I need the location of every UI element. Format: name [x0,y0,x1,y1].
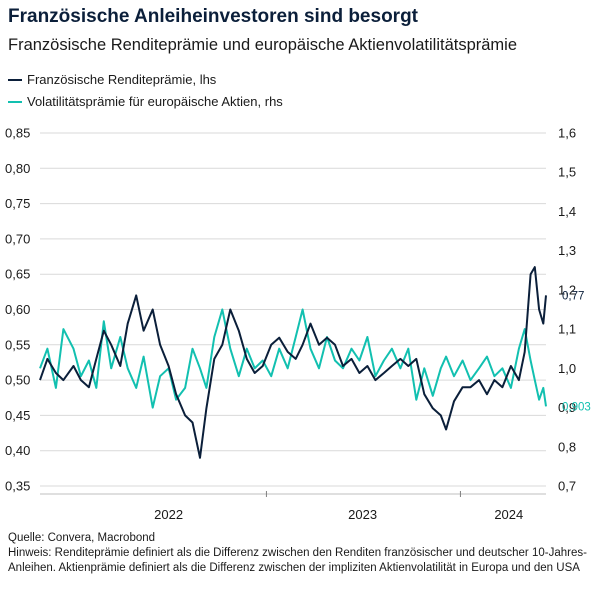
y-left-tick-label: 0,35 [5,479,30,494]
chart-title: Französische Anleiheinvestoren sind beso… [8,6,419,27]
series-line-spread [39,266,547,459]
legend-label-spread: Französische Renditeprämie, lhs [27,72,217,87]
series-line-volatility [39,308,547,409]
legend-swatch-volatility [8,100,22,103]
y-left-tick-label: 0,45 [5,408,30,423]
y-left-tick-label: 0,55 [5,337,30,352]
y-right-tick-label: 1,3 [558,243,576,258]
x-tick-label: 2022 [154,507,183,522]
y-right-tick-label: 1,0 [558,361,576,376]
y-left-tick-label: 0,65 [5,267,30,282]
y-right-tick-label: 0,8 [558,439,576,454]
y-left-tick-label: 0,80 [5,161,30,176]
y-right-tick-label: 0,9 [558,400,576,415]
x-tick-label: 2024 [494,507,523,522]
y-left-tick-label: 0,60 [5,302,30,317]
y-right-tick-label: 1,6 [558,126,576,141]
end-value-label-spread: 0,77 [562,290,584,302]
y-right-tick-label: 1,1 [558,322,576,337]
y-left-tick-label: 0,40 [5,443,30,458]
source-text: Quelle: Convera, Macrobond [8,532,156,544]
legend-item-spread: Französische Renditeprämie, lhs [8,72,216,87]
y-left-tick-label: 0,75 [5,196,30,211]
end-value-label-volatility: 0,903 [562,401,591,413]
legend-swatch-spread [8,78,22,81]
note-text: Hinweis: Renditeprämie definiert als die… [8,547,587,574]
y-left-tick-label: 0,85 [5,126,30,141]
legend-item-volatility: Volatilitätsprämie für europäische Aktie… [8,94,283,109]
y-left-tick-label: 0,50 [5,373,30,388]
y-right-tick-label: 1,4 [558,204,576,219]
legend-label-volatility: Volatilitätsprämie für europäische Aktie… [27,94,283,109]
y-left-tick-label: 0,70 [5,231,30,246]
x-tick-label: 2023 [348,507,377,522]
y-right-tick-label: 1,5 [558,165,576,180]
chart-subtitle: Französische Renditeprämie und europäisc… [8,36,518,54]
y-right-tick-label: 0,7 [558,479,576,494]
y-right-tick-label: 1,2 [558,282,576,297]
